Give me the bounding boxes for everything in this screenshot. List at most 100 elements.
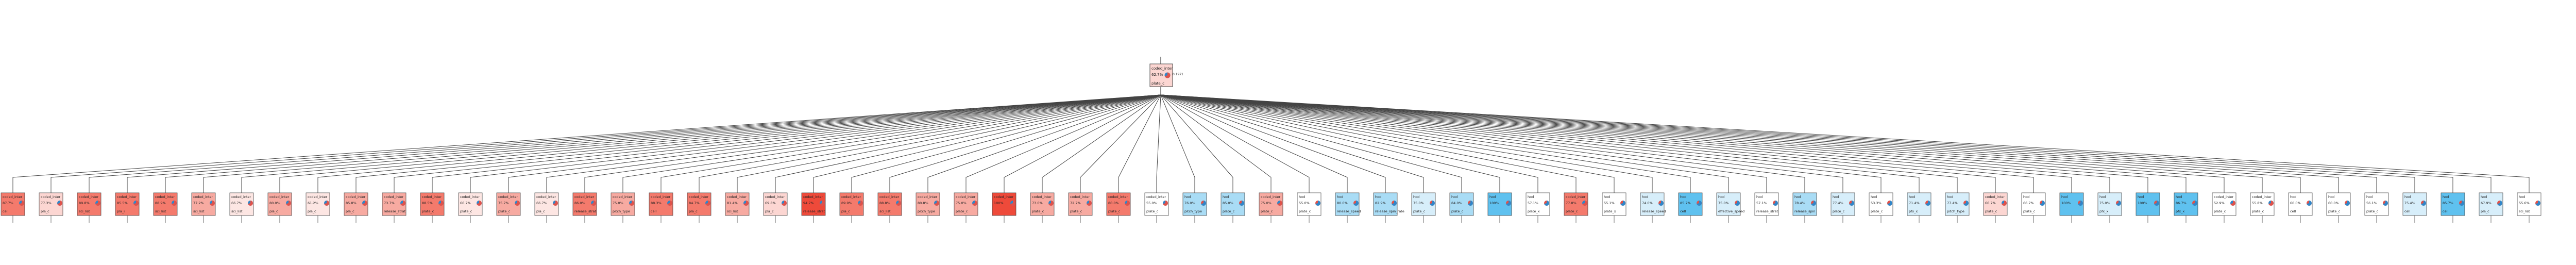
tree-edge bbox=[394, 94, 1161, 193]
node-pct: 84.7% bbox=[689, 201, 700, 205]
node-label: coded_inter bbox=[2214, 195, 2234, 199]
node-label: coded_inter bbox=[346, 195, 366, 199]
tree-node: coded_inter 88.9% sci_list bbox=[153, 192, 178, 223]
tree-edge bbox=[165, 94, 1161, 193]
tree-node: coded_inter 88.5% plate_c bbox=[420, 192, 445, 223]
edge-group bbox=[12, 94, 2530, 193]
tree-edge bbox=[432, 94, 1161, 193]
tree-node: coded_inter 75.7% plate_c bbox=[496, 192, 521, 223]
node-label: hod bbox=[1375, 195, 1381, 199]
node-pie-icon bbox=[591, 201, 596, 206]
node-pie-icon bbox=[1811, 201, 1816, 206]
tree-edge bbox=[1160, 94, 2453, 193]
node-pct: 85.5% bbox=[117, 201, 128, 205]
node-feature: release_strat bbox=[1756, 209, 1778, 213]
tree-node: coded_inter 66.7% plate_c bbox=[1983, 192, 2008, 223]
node-pct: 80.8% bbox=[918, 201, 928, 205]
node-pie-icon bbox=[629, 201, 634, 206]
tree-node: hod 77.4% plate_c bbox=[1831, 192, 1855, 223]
node-box bbox=[992, 192, 1016, 216]
node-pct: 88.8% bbox=[879, 201, 890, 205]
node-pct: 78.4% bbox=[1794, 201, 1805, 205]
tree-node: coded_inter 84.7% pla_c bbox=[687, 192, 711, 223]
node-label: coded_inter bbox=[956, 195, 976, 199]
tree-node: coded_inter 66.7% plate_c bbox=[458, 192, 483, 223]
tree-node: hod 75.4% cell bbox=[2402, 192, 2427, 223]
node-feature: release_spin bbox=[1794, 209, 1815, 213]
node-pie-icon bbox=[1087, 201, 1092, 206]
tree-edge bbox=[546, 94, 1161, 193]
node-feature: cell bbox=[3, 209, 8, 213]
node-label: hod bbox=[1642, 195, 1648, 199]
node-feature: plate_c bbox=[498, 209, 511, 213]
tree-node: hod 84.0% plate_c bbox=[1449, 192, 1474, 223]
tree-node: coded_inter 85.8% pla_c bbox=[344, 192, 368, 223]
node-pct: 75.0% bbox=[1261, 201, 1272, 205]
tree-edge bbox=[1160, 94, 2148, 193]
node-pct: 85.8% bbox=[346, 201, 357, 205]
tree-edge bbox=[1160, 94, 2530, 193]
node-label: coded_inter bbox=[1032, 195, 1052, 199]
node-pie-icon bbox=[2116, 201, 2121, 206]
node-pie-icon bbox=[515, 201, 520, 206]
node-feature: plate_c bbox=[1451, 209, 1464, 213]
node-pct: 77.8% bbox=[1566, 201, 1577, 205]
node-pct: 88.9% bbox=[155, 201, 166, 205]
node-pct: 89.8% bbox=[79, 201, 90, 205]
node-feature: plate_c bbox=[2214, 209, 2226, 213]
node-feature: plate_x bbox=[1528, 209, 1540, 213]
tree-node: hod 86.7% pfx_x bbox=[2174, 192, 2198, 223]
node-label: coded_inter bbox=[727, 195, 747, 199]
tree-node: hod 71.4% pfx_x bbox=[1907, 192, 1931, 223]
tree-edge bbox=[1160, 94, 1310, 193]
node-feature: plate_c bbox=[1261, 209, 1273, 213]
node-label: coded_inter bbox=[1070, 195, 1090, 199]
tree-edge bbox=[1160, 94, 2492, 193]
node-pie-icon bbox=[1353, 201, 1359, 206]
tree-node: coded_inter 66.7% pla_c bbox=[534, 192, 559, 223]
node-label: coded_inter bbox=[651, 195, 671, 199]
node-label: hod bbox=[1947, 195, 1953, 199]
node-pie-icon bbox=[2192, 201, 2197, 206]
node-feature: pfx_x bbox=[2099, 209, 2109, 213]
node-pct: 55.8% bbox=[2252, 201, 2263, 205]
node-feature: plate_c bbox=[2366, 209, 2379, 213]
node-pct: 66.7% bbox=[231, 201, 242, 205]
root-pie-icon bbox=[1164, 72, 1171, 78]
tree-edge bbox=[1160, 94, 2072, 193]
tree-edge bbox=[470, 94, 1161, 193]
node-pct: 55.1% bbox=[1604, 201, 1615, 205]
leaf-node-group: coded_inter 87.7% cell coded_inter 77.3% pla_… bbox=[1, 192, 2541, 223]
node-pie-icon bbox=[2421, 201, 2426, 206]
node-feature: plate_c bbox=[422, 209, 434, 213]
root-side-value: 0.1971 bbox=[1173, 73, 1183, 76]
node-label: hod bbox=[1871, 195, 1877, 199]
tree-node: hod 75.0% plate_c bbox=[1411, 192, 1436, 223]
node-pct: 56.1% bbox=[2366, 201, 2377, 205]
tree-edge bbox=[1160, 94, 1577, 193]
node-pct: 60.0% bbox=[2328, 201, 2339, 205]
node-pct: 74.0% bbox=[1642, 201, 1653, 205]
root-feature: plate_c bbox=[1151, 81, 1164, 86]
node-pct: 88.5% bbox=[422, 201, 433, 205]
tree-edge bbox=[1160, 94, 2301, 193]
node-feature: cell bbox=[2443, 209, 2448, 213]
node-label: coded_inter bbox=[422, 195, 442, 199]
tree-node: coded_inter 52.9% plate_c bbox=[2212, 192, 2236, 223]
tree-edge bbox=[1160, 94, 1500, 193]
node-feature: plate_c bbox=[1032, 209, 1044, 213]
node-pct: 100% bbox=[1489, 201, 1499, 205]
tree-edge bbox=[279, 94, 1161, 193]
tree-edge bbox=[699, 94, 1161, 193]
node-box bbox=[1030, 192, 1055, 216]
tree-node: hod 76.0% pitch_type bbox=[1182, 192, 1207, 223]
node-feature: sci_list bbox=[193, 209, 205, 213]
node-pie-icon bbox=[1849, 201, 1854, 206]
node-label: coded_inter bbox=[613, 195, 633, 199]
tree-node: hod 66.7% plate_c bbox=[2021, 192, 2046, 223]
tree-node: coded_inter 55.0% plate_c bbox=[1144, 192, 1169, 223]
node-pct: 75.0% bbox=[1413, 201, 1424, 205]
node-label: hod bbox=[1299, 195, 1305, 199]
node-feature: pitch_type bbox=[918, 209, 935, 213]
